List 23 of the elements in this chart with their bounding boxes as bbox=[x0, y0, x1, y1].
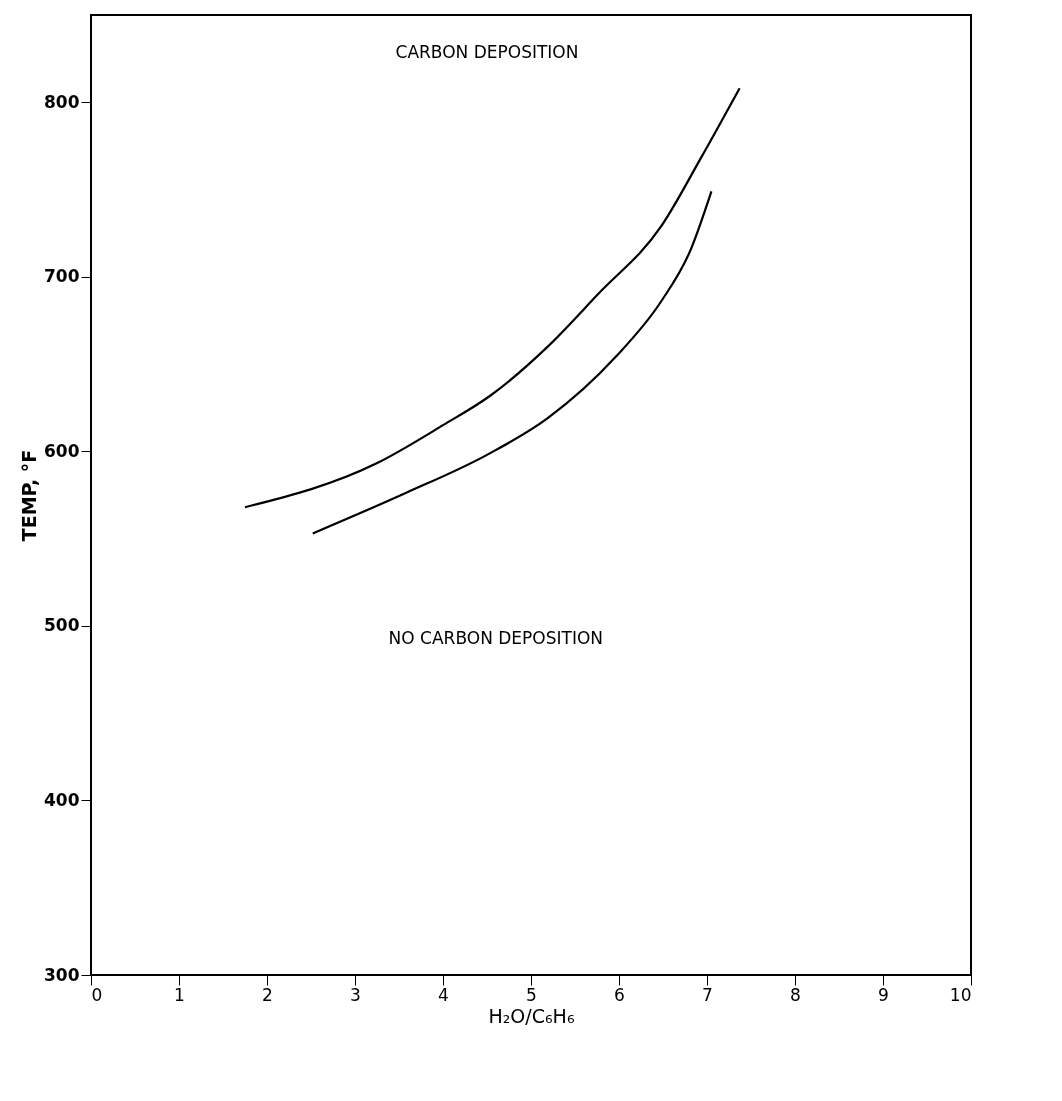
x-tick-label: 0 bbox=[91, 984, 103, 1005]
x-tick-label: 9 bbox=[878, 984, 889, 1005]
line-series bbox=[311, 190, 713, 535]
x-tick-label: 8 bbox=[790, 984, 801, 1005]
y-axis-title: TEMP, °F bbox=[18, 449, 41, 542]
x-axis-title: H₂O/C₆H₆ bbox=[488, 1004, 575, 1027]
y-tick-label: 700 bbox=[44, 266, 80, 287]
y-tick-label: 800 bbox=[44, 91, 80, 112]
y-tick-label: 600 bbox=[44, 440, 80, 461]
x-tick-label: 2 bbox=[262, 984, 273, 1005]
y-tick-label: 400 bbox=[44, 789, 80, 810]
x-tick-label: 10 bbox=[949, 984, 972, 1005]
x-tick-label: 3 bbox=[350, 984, 361, 1005]
line-series bbox=[243, 87, 741, 509]
y-tick-label: 500 bbox=[44, 615, 80, 636]
x-tick-label: 1 bbox=[174, 984, 185, 1005]
x-tick-label: 6 bbox=[614, 984, 625, 1005]
annotation: CARBON DEPOSITION bbox=[395, 42, 579, 63]
y-tick-label: 300 bbox=[44, 964, 80, 985]
annotation: NO CARBON DEPOSITION bbox=[388, 628, 604, 648]
x-tick-label: 7 bbox=[702, 984, 713, 1005]
x-tick-label: 4 bbox=[438, 984, 449, 1005]
x-tick-label: 5 bbox=[526, 984, 537, 1005]
